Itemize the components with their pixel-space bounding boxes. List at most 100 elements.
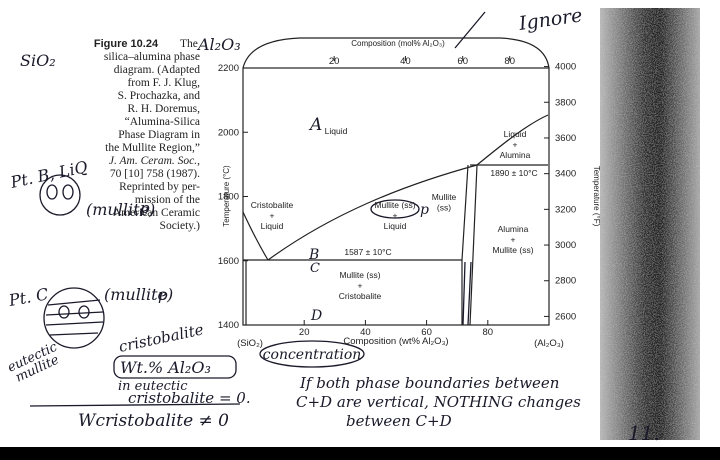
note: B bbox=[308, 247, 319, 263]
caption-line: diagram. (Adapted bbox=[114, 64, 200, 76]
top-tick-label: 20 bbox=[329, 56, 340, 67]
left-tick-label: 1600 bbox=[218, 256, 239, 267]
note: concentration bbox=[263, 347, 362, 363]
note: Wt.% Al₂O₃ bbox=[120, 358, 211, 377]
region-label: Cristobalite bbox=[339, 291, 382, 301]
bottom-tick-label: 80 bbox=[483, 327, 494, 338]
region-label: Liquid bbox=[504, 129, 527, 139]
region-label: Mullite (ss) bbox=[374, 200, 415, 210]
note: If both phase boundaries between bbox=[299, 374, 559, 392]
top-tick-label: 40 bbox=[400, 56, 411, 67]
caption-line: J. Am. Ceram. Soc., bbox=[109, 155, 200, 167]
note: C+D are vertical, NOTHING changes bbox=[296, 393, 581, 411]
caption-line: mission of the bbox=[135, 194, 200, 206]
caption-line: Society.) bbox=[160, 220, 201, 232]
note: C bbox=[310, 261, 320, 276]
note: SiO₂ bbox=[20, 51, 56, 70]
liquidus-alumina bbox=[476, 114, 549, 166]
top-axis-loop bbox=[242, 37, 550, 69]
caption-line: the Mullite Region,” bbox=[105, 142, 200, 154]
region-label: Alumina bbox=[498, 224, 529, 234]
region-label: + bbox=[358, 281, 363, 291]
bottom-bar bbox=[0, 447, 720, 460]
note: Al₂O₃ bbox=[196, 35, 241, 54]
hand-trace bbox=[462, 261, 472, 326]
grain-sketch bbox=[78, 305, 90, 319]
phase-diagram: Composition (mol% Al₂O₃) Composition (wt… bbox=[218, 37, 601, 349]
grain-sketch bbox=[43, 287, 105, 349]
caption-line: S. Prochazka, and bbox=[118, 90, 201, 102]
bottom-end-label: (SiO₂) bbox=[237, 338, 263, 349]
grain-sketch bbox=[46, 184, 58, 200]
right-tick-label: 4000 bbox=[555, 62, 576, 73]
note: (mullite) bbox=[104, 285, 173, 304]
note: A bbox=[308, 115, 322, 135]
region-label: Liquid bbox=[325, 126, 348, 136]
caption: Figure 10.24 The silica–alumina phase di… bbox=[94, 38, 200, 232]
top-tick-label: 80 bbox=[504, 56, 515, 67]
right-axis-title: Temperature (°F) bbox=[592, 166, 601, 227]
right-tick-label: 3400 bbox=[555, 169, 576, 180]
hand-circle bbox=[370, 199, 420, 219]
region-label: 1587 ± 10°C bbox=[344, 247, 391, 257]
bottom-tick-label: 60 bbox=[421, 327, 432, 338]
left-tick-label: 1400 bbox=[218, 320, 239, 331]
page-number: 11. bbox=[628, 421, 660, 445]
right-tick-label: 3600 bbox=[555, 133, 576, 144]
region-label: 1890 ± 10°C bbox=[490, 168, 537, 178]
caption-line: R. H. Doremus, bbox=[127, 103, 200, 115]
left-tick-label: 1800 bbox=[218, 192, 239, 203]
mullite-boundary-right bbox=[469, 164, 478, 326]
region-label: + bbox=[270, 211, 275, 221]
grain-sketch bbox=[62, 184, 74, 200]
bottom-tick-label: 40 bbox=[360, 327, 371, 338]
region-label: Mullite (ss) bbox=[339, 270, 380, 280]
liquidus-mullite bbox=[267, 164, 478, 261]
right-tick-label: 3800 bbox=[555, 97, 576, 108]
left-axis-title: Temperature (°C) bbox=[222, 165, 231, 227]
right-tick-label: 3000 bbox=[555, 240, 576, 251]
note-box bbox=[113, 355, 237, 379]
region-label: Alumina bbox=[500, 150, 531, 160]
note: p bbox=[158, 286, 168, 304]
region-label: Liquid bbox=[384, 221, 407, 231]
note: Wcristobalite ≠ 0 bbox=[78, 411, 229, 431]
grain-sketch bbox=[58, 305, 70, 319]
region-label: + bbox=[513, 140, 518, 150]
right-tick-label: 3200 bbox=[555, 204, 576, 215]
scan-noise bbox=[600, 8, 700, 440]
region-label: Cristobalite bbox=[251, 200, 294, 210]
bottom-axis-title: Composition (wt% Al₂O₃) bbox=[343, 336, 448, 347]
note: p bbox=[140, 199, 150, 217]
left-tick-label: 2000 bbox=[218, 127, 239, 138]
note-ellipse bbox=[259, 340, 365, 368]
note: D bbox=[310, 308, 322, 324]
note: (mullite) bbox=[86, 200, 155, 219]
note: between C+D bbox=[346, 412, 452, 430]
bottom-tick-label: 20 bbox=[299, 327, 310, 338]
note: in eutectic bbox=[118, 379, 188, 394]
caption-line: The bbox=[180, 38, 198, 50]
region-label: + bbox=[511, 235, 516, 245]
left-tick-label: 2200 bbox=[218, 63, 239, 74]
region-label: Mullite bbox=[432, 192, 457, 202]
liquidus-cristobalite bbox=[242, 211, 269, 261]
caption-line: Reprinted by per- bbox=[119, 181, 200, 193]
bottom-end-label: (Al₂O₃) bbox=[534, 338, 564, 349]
note: cristobalite = 0. bbox=[128, 389, 251, 407]
right-tick-label: 2800 bbox=[555, 276, 576, 287]
caption-label: Figure 10.24 bbox=[94, 38, 159, 50]
caption-line: Phase Diagram in bbox=[118, 129, 200, 141]
caption-line: from F. J. Klug, bbox=[127, 77, 200, 89]
region-label: Mullite (ss) bbox=[492, 245, 533, 255]
note: p bbox=[420, 202, 429, 218]
top-axis-title: Composition (mol% Al₂O₃) bbox=[351, 39, 445, 48]
region-label: Liquid bbox=[261, 221, 284, 231]
note-stroke bbox=[454, 11, 486, 49]
region-label: (ss) bbox=[437, 203, 451, 213]
grain-sketch bbox=[39, 174, 81, 216]
